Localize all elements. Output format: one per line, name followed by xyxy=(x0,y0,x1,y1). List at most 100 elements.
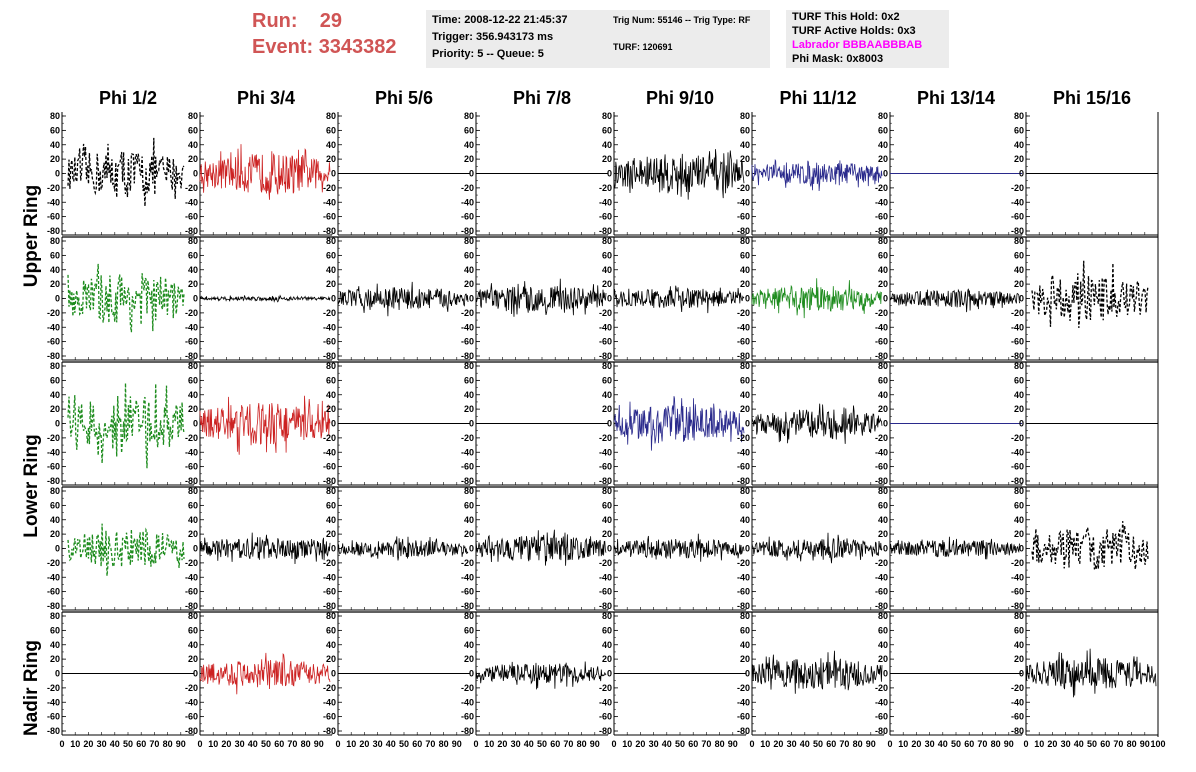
y-tick-label: 60 xyxy=(326,625,336,635)
waveform-trace xyxy=(199,294,331,303)
x-tick-label: 70 xyxy=(563,739,573,749)
y-tick-label: 20 xyxy=(602,654,612,664)
x-tick-label: 10 xyxy=(1034,739,1044,749)
column-header-8: Phi 15/16 xyxy=(1053,88,1131,108)
y-tick-label: 60 xyxy=(326,125,336,135)
y-tick-label: 0 xyxy=(1019,419,1024,429)
waveform-trace xyxy=(199,532,331,565)
y-tick-label: -60 xyxy=(185,337,198,347)
y-tick-label: 40 xyxy=(50,265,60,275)
y-tick-label: -60 xyxy=(737,712,750,722)
x-tick-label: 30 xyxy=(649,739,659,749)
column-header-1: Phi 1/2 xyxy=(99,88,157,108)
y-tick-label: -80 xyxy=(875,601,888,611)
y-tick-label: -20 xyxy=(599,683,612,693)
y-tick-label: 0 xyxy=(193,419,198,429)
x-tick-label: 60 xyxy=(964,739,974,749)
waveform-trace xyxy=(475,278,607,317)
waveform-trace xyxy=(613,533,745,562)
y-tick-label: 60 xyxy=(50,375,60,385)
y-tick-label: -20 xyxy=(185,433,198,443)
waveform-trace xyxy=(751,403,883,444)
x-tick-label: 80 xyxy=(163,739,173,749)
y-tick-label: 80 xyxy=(326,111,336,121)
y-tick-label: 80 xyxy=(326,611,336,621)
x-tick-label: 70 xyxy=(977,739,987,749)
waveform-trace xyxy=(337,281,469,317)
y-tick-label: -40 xyxy=(323,697,336,707)
x-tick-label: 30 xyxy=(787,739,797,749)
waveform-trace xyxy=(1025,648,1157,698)
y-tick-label: 40 xyxy=(878,640,888,650)
waveform-trace xyxy=(1031,521,1149,570)
x-tick-label: 50 xyxy=(813,739,823,749)
y-tick-label: 20 xyxy=(1014,279,1024,289)
y-tick-label: 40 xyxy=(740,515,750,525)
x-tick-label: 100 xyxy=(1150,739,1165,749)
y-tick-label: -80 xyxy=(875,351,888,361)
time-info-panel: Time: 2008-12-22 21:45:37 Trigger: 356.9… xyxy=(426,10,617,68)
y-tick-label: -40 xyxy=(461,572,474,582)
y-tick-label: 20 xyxy=(188,279,198,289)
y-tick-label: -60 xyxy=(1011,712,1024,722)
y-tick-label: 20 xyxy=(188,404,198,414)
y-tick-label: 80 xyxy=(1014,486,1024,496)
y-tick-label: 40 xyxy=(602,640,612,650)
y-tick-label: -80 xyxy=(461,476,474,486)
y-tick-label: -80 xyxy=(737,351,750,361)
y-tick-label: 20 xyxy=(1014,654,1024,664)
y-tick-label: -80 xyxy=(323,476,336,486)
x-tick-label: 0 xyxy=(1023,739,1028,749)
y-tick-label: 40 xyxy=(740,390,750,400)
y-tick-label: -60 xyxy=(599,712,612,722)
y-tick-label: 80 xyxy=(740,236,750,246)
y-tick-label: 40 xyxy=(188,265,198,275)
y-tick-label: 60 xyxy=(188,500,198,510)
x-tick-label: 0 xyxy=(59,739,64,749)
y-tick-label: 40 xyxy=(50,140,60,150)
y-tick-label: 80 xyxy=(464,611,474,621)
turf-this-hold-text: TURF This Hold: 0x2 xyxy=(792,11,900,23)
waveform-trace xyxy=(751,278,882,319)
event-value: 3343382 xyxy=(318,36,397,58)
y-tick-label: 40 xyxy=(50,390,60,400)
x-tick-label: 30 xyxy=(373,739,383,749)
y-tick-label: -20 xyxy=(461,183,474,193)
y-tick-label: -40 xyxy=(47,322,60,332)
y-tick-label: 20 xyxy=(188,654,198,664)
x-tick-label: 60 xyxy=(136,739,146,749)
y-tick-label: -80 xyxy=(185,601,198,611)
y-tick-label: -20 xyxy=(599,308,612,318)
y-tick-label: 80 xyxy=(740,111,750,121)
x-tick-label: 0 xyxy=(749,739,754,749)
y-tick-label: 80 xyxy=(50,236,60,246)
y-tick-label: 20 xyxy=(464,154,474,164)
y-tick-label: -40 xyxy=(461,197,474,207)
y-tick-label: 20 xyxy=(326,154,336,164)
y-tick-label: 0 xyxy=(469,669,474,679)
y-tick-label: 80 xyxy=(464,361,474,371)
waveform-trace xyxy=(67,523,185,577)
y-tick-label: 40 xyxy=(740,265,750,275)
y-tick-label: -40 xyxy=(1011,697,1024,707)
x-tick-label: 30 xyxy=(1061,739,1071,749)
y-tick-label: 80 xyxy=(50,361,60,371)
y-tick-label: -20 xyxy=(875,558,888,568)
x-tick-label: 60 xyxy=(826,739,836,749)
y-tick-label: 20 xyxy=(602,279,612,289)
y-tick-label: -60 xyxy=(875,587,888,597)
x-tick-label: 90 xyxy=(590,739,600,749)
y-tick-label: -80 xyxy=(323,226,336,236)
y-tick-label: 40 xyxy=(1014,515,1024,525)
y-tick-label: 20 xyxy=(326,654,336,664)
y-tick-label: -20 xyxy=(323,183,336,193)
y-tick-label: -20 xyxy=(461,683,474,693)
y-tick-label: -40 xyxy=(599,447,612,457)
y-tick-label: 0 xyxy=(1019,294,1024,304)
y-tick-label: 60 xyxy=(740,375,750,385)
y-tick-label: 0 xyxy=(883,669,888,679)
x-tick-label: 70 xyxy=(149,739,159,749)
y-tick-label: -60 xyxy=(323,337,336,347)
y-tick-label: 40 xyxy=(602,140,612,150)
